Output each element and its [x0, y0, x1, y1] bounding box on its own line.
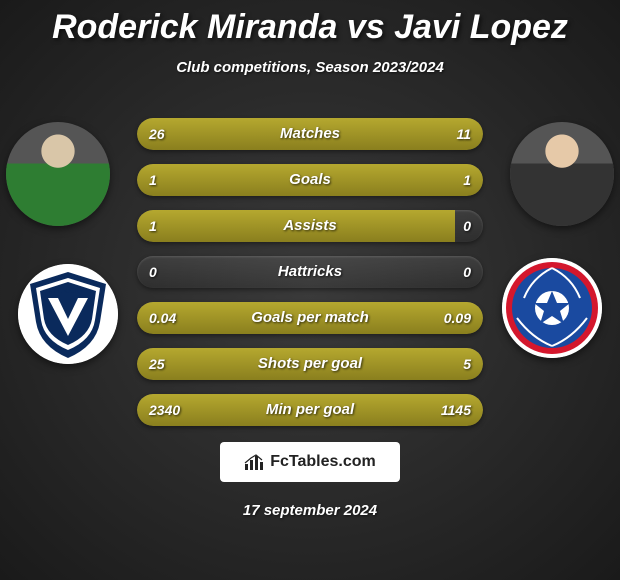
stat-value-left: 0.04: [149, 302, 176, 334]
stat-value-left: 25: [149, 348, 165, 380]
club-left-badge: MELBOURNE: [18, 264, 118, 364]
stat-row: Assists1 0: [137, 210, 483, 242]
stat-label: Goals: [137, 164, 483, 196]
stat-value-left: 2340: [149, 394, 180, 426]
bar-chart-icon: [244, 452, 264, 472]
stat-row: Shots per goal25 5: [137, 348, 483, 380]
stat-value-right: 1: [463, 164, 471, 196]
stat-row: Goals per match0.04 0.09: [137, 302, 483, 334]
stat-row: Hattricks0 0: [137, 256, 483, 288]
stat-value-left: 26: [149, 118, 165, 150]
svg-text:MELBOURNE: MELBOURNE: [49, 289, 88, 295]
stat-label: Matches: [137, 118, 483, 150]
page-subtitle: Club competitions, Season 2023/2024: [0, 59, 620, 76]
page-title: Roderick Miranda vs Javi Lopez: [0, 0, 620, 47]
stat-label: Shots per goal: [137, 348, 483, 380]
stat-row: Min per goal2340 1145: [137, 394, 483, 426]
stat-value-left: 1: [149, 210, 157, 242]
stat-value-right: 1145: [441, 394, 471, 426]
stat-value-right: 0: [463, 210, 471, 242]
stat-value-right: 5: [463, 348, 471, 380]
stat-value-left: 1: [149, 164, 157, 196]
stat-value-right: 11: [456, 118, 471, 150]
stat-value-right: 0.09: [444, 302, 471, 334]
stats-bars: Matches2611Goals11Assists10Hattricks00Go…: [137, 118, 483, 440]
adelaide-united-crest-icon: [502, 258, 602, 358]
club-right-badge: [502, 258, 602, 358]
fctables-brand-badge: FcTables.com: [220, 442, 400, 482]
stat-value-left: 0: [149, 256, 157, 288]
stat-row: Matches26 11: [137, 118, 483, 150]
player-silhouette-icon: [510, 122, 614, 226]
stat-label: Hattricks: [137, 256, 483, 288]
stat-label: Assists: [137, 210, 483, 242]
player-left-avatar: [6, 122, 110, 226]
stat-label: Min per goal: [137, 394, 483, 426]
fctables-brand-label: FcTables.com: [270, 453, 376, 471]
player-silhouette-icon: [6, 122, 110, 226]
stat-value-right: 0: [463, 256, 471, 288]
player-right-avatar: [510, 122, 614, 226]
melbourne-victory-crest-icon: MELBOURNE: [18, 264, 118, 364]
footer-date: 17 september 2024: [0, 502, 620, 519]
stat-label: Goals per match: [137, 302, 483, 334]
stat-row: Goals1 1: [137, 164, 483, 196]
